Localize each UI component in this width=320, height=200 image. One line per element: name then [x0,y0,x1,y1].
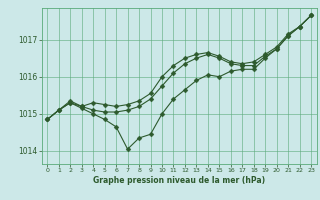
X-axis label: Graphe pression niveau de la mer (hPa): Graphe pression niveau de la mer (hPa) [93,176,265,185]
